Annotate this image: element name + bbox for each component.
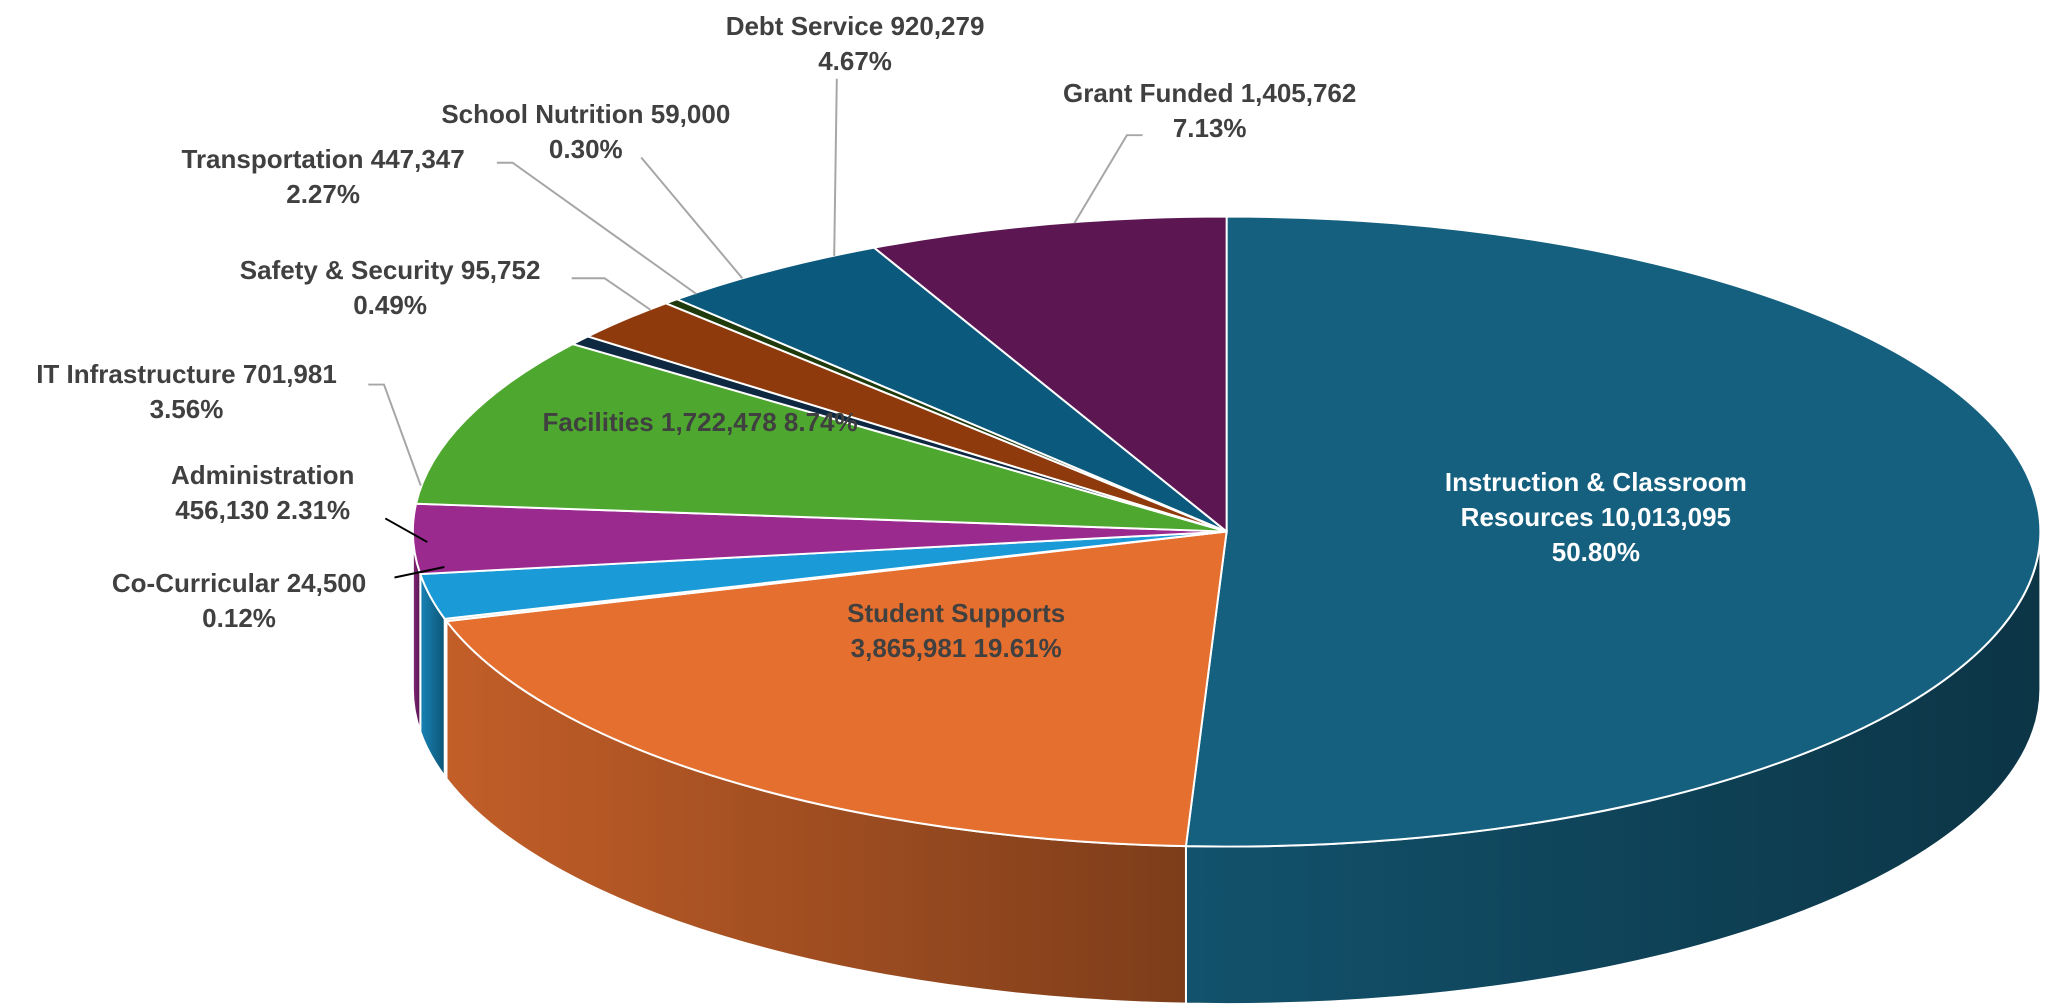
value-label: 24,500	[286, 568, 367, 599]
leader-line	[384, 517, 428, 543]
leader-line	[1073, 134, 1143, 224]
data-label: Administration 456,130 2.31%	[171, 458, 354, 528]
value-label: 447,347	[370, 143, 465, 174]
value-label: 456,130	[175, 495, 270, 526]
value-label: 920,279	[890, 11, 985, 42]
leader-line	[496, 161, 697, 295]
data-label: School Nutrition 59,000 0.30%	[441, 97, 730, 167]
category-label: Co-Curricular	[111, 568, 280, 599]
category-label: Transportation	[181, 143, 364, 174]
value-label: 1,405,762	[1240, 78, 1357, 109]
leader-line	[368, 383, 422, 486]
value-label: 95,752	[460, 255, 541, 286]
category-label: Grant Funded	[1063, 78, 1234, 109]
data-label: Instruction & Classroom Resources 10,013…	[1379, 465, 1812, 570]
percent-label: 2.27%	[286, 178, 360, 209]
percent-label: 50.80%	[1551, 536, 1640, 567]
value-label: 701,981	[242, 359, 337, 390]
category-label: Instruction & Classroom Resources	[1444, 466, 1747, 532]
leader-line	[394, 566, 445, 579]
data-label: Transportation 447,347 2.27%	[181, 142, 464, 212]
value-label: 1,722,478	[661, 406, 777, 437]
percent-label: 2.31%	[276, 495, 351, 526]
slice	[674, 246, 1228, 533]
percent-label: 19.61%	[973, 633, 1062, 664]
slice	[414, 343, 1227, 533]
slice	[1184, 215, 2042, 848]
category-label: Debt Service	[725, 11, 884, 42]
data-label: IT Infrastructure 701,981 3.56%	[36, 357, 337, 427]
percent-label: 3.56%	[149, 394, 224, 425]
value-label: 3,865,981	[850, 633, 967, 664]
category-label: IT Infrastructure	[36, 359, 236, 390]
data-label: Debt Service 920,279 4.67%	[726, 9, 985, 79]
percent-label: 7.13%	[1172, 113, 1247, 144]
data-label: Student Supports 3,865,981 19.61%	[847, 596, 1065, 666]
percent-label: 8.74%	[783, 406, 858, 437]
category-label: Safety & Security	[239, 255, 454, 286]
value-label: 59,000	[650, 99, 731, 130]
percent-label: 0.49%	[353, 290, 427, 321]
slice	[444, 530, 1228, 848]
value-label: 10,013,095	[1600, 501, 1732, 532]
leader-line	[571, 277, 651, 311]
category-label: Student Supports	[847, 598, 1066, 629]
slice	[871, 215, 1228, 534]
data-label: Co-Curricular 24,500 0.12%	[112, 566, 366, 636]
data-label: Facilities 1,722,478 8.74%	[542, 405, 857, 440]
data-label: Grant Funded 1,405,762 7.13%	[1063, 76, 1356, 146]
leader-line	[640, 156, 744, 279]
data-label: Safety & Security 95,752 0.49%	[240, 253, 541, 323]
category-label: Facilities	[542, 406, 654, 437]
category-label: Administration	[170, 460, 355, 491]
percent-label: 0.12%	[202, 603, 276, 634]
percent-label: 0.30%	[548, 134, 623, 165]
percent-label: 4.67%	[818, 46, 892, 77]
leader-line	[833, 78, 838, 256]
category-label: School Nutrition	[441, 99, 644, 130]
